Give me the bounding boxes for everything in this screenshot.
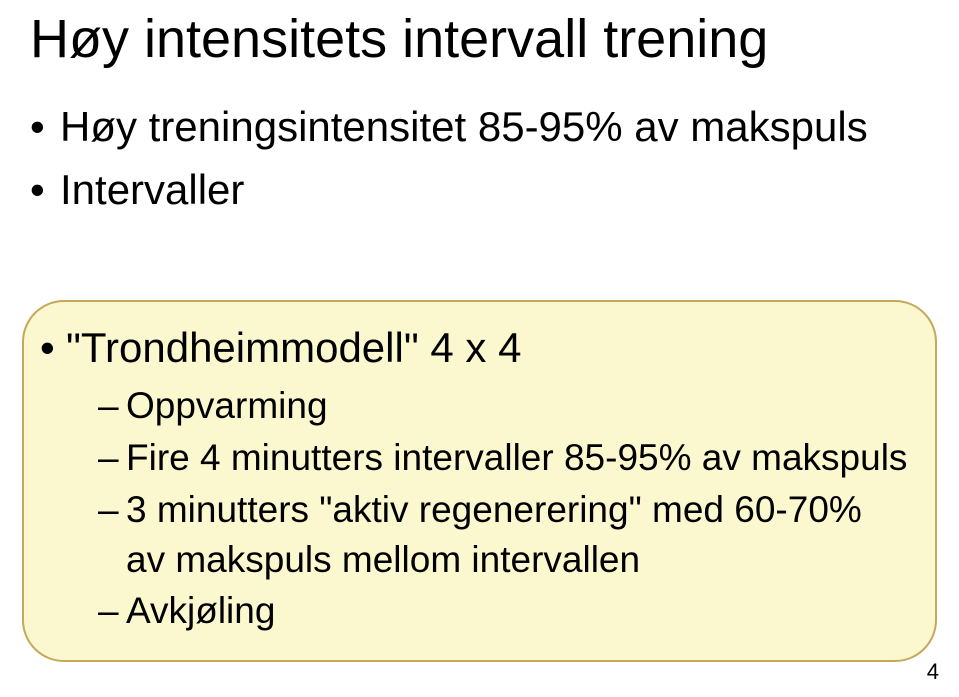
sub-item: 3 minutters "aktiv regenerering" med 60-…: [98, 485, 911, 585]
sub-item: Fire 4 minutters intervaller 85-95% av m…: [98, 433, 911, 483]
sub-item: Oppvarming: [98, 381, 911, 431]
callout-heading: "Trondheimmodell" 4 x 4: [48, 320, 911, 377]
callout-sublist: Oppvarming Fire 4 minutters intervaller …: [98, 381, 911, 637]
slide-title: Høy intensitets intervall trening: [30, 10, 929, 69]
sub-item: Avkjøling: [98, 586, 911, 636]
bullet-item: Intervaller: [30, 162, 929, 219]
bullet-item: Høy treningsintensitet 85-95% av makspul…: [30, 99, 929, 156]
bullet-list: Høy treningsintensitet 85-95% av makspul…: [30, 99, 929, 218]
page-number: 4: [927, 659, 939, 685]
slide: Høy intensitets intervall trening Høy tr…: [0, 0, 959, 697]
callout-box: "Trondheimmodell" 4 x 4 Oppvarming Fire …: [22, 300, 937, 662]
